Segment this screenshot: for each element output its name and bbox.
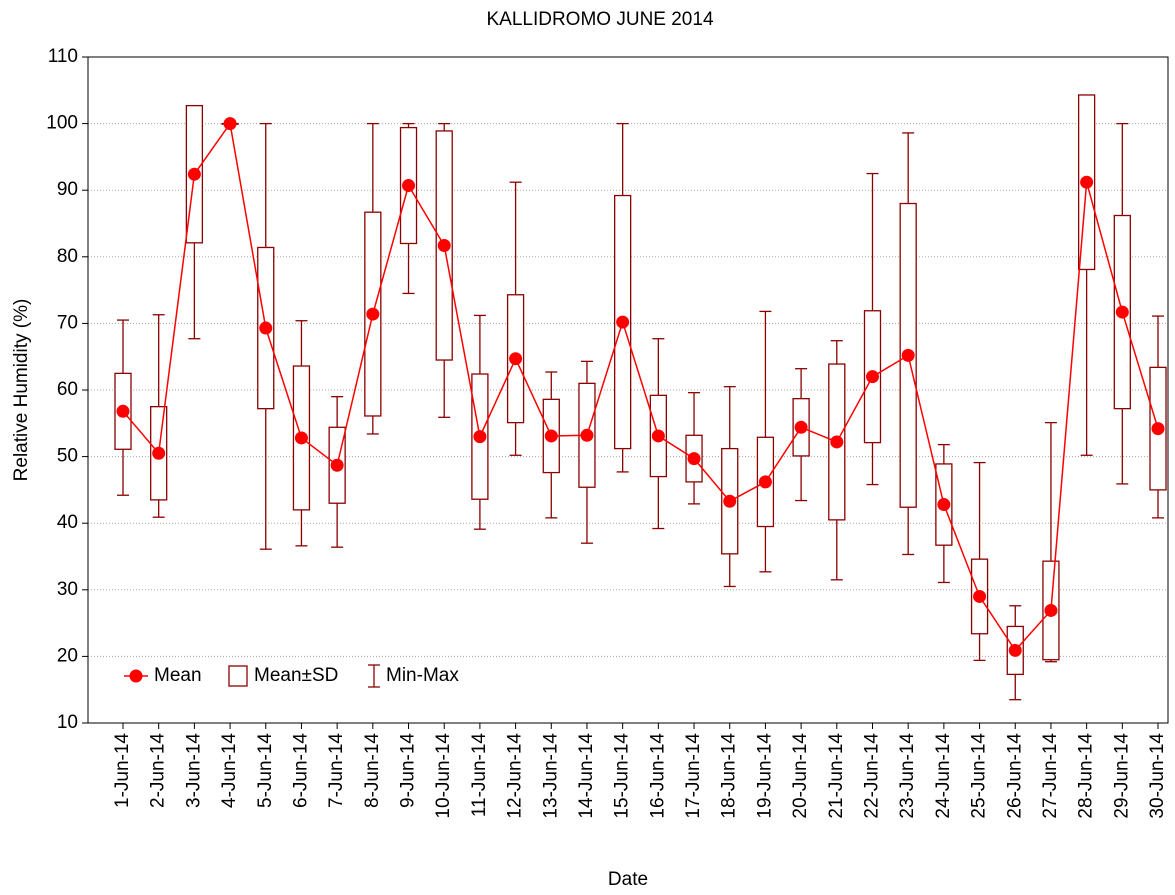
y-tick-label: 20 bbox=[57, 645, 78, 666]
x-tick-label: 9-Jun-14 bbox=[398, 733, 419, 808]
x-tick-label: 30-Jun-14 bbox=[1147, 733, 1168, 819]
mean-dot bbox=[294, 431, 308, 445]
mean-dot bbox=[794, 420, 808, 434]
mean-dot bbox=[223, 117, 237, 131]
legend-label: Mean bbox=[154, 665, 202, 686]
legend-dot bbox=[129, 669, 143, 683]
x-tick-label: 2-Jun-14 bbox=[148, 733, 169, 808]
plot-frame bbox=[87, 56, 1169, 724]
mean-dot bbox=[259, 321, 273, 335]
mean-dot bbox=[1151, 422, 1165, 436]
mean-dot bbox=[473, 430, 487, 444]
mean-dot bbox=[366, 307, 380, 321]
mean-dot bbox=[830, 435, 844, 449]
mean-dot bbox=[580, 428, 594, 442]
x-tick-label: 20-Jun-14 bbox=[790, 733, 811, 819]
legend-label: Mean±SD bbox=[254, 665, 338, 686]
mean-dot bbox=[1044, 603, 1058, 617]
mean-dot bbox=[651, 429, 665, 443]
x-tick-label: 18-Jun-14 bbox=[719, 733, 740, 819]
mean-dot bbox=[937, 498, 951, 512]
mean-dot bbox=[865, 370, 879, 384]
y-tick-label: 100 bbox=[46, 113, 78, 134]
x-tick-label: 28-Jun-14 bbox=[1076, 733, 1097, 819]
chart-title: KALLIDROMO JUNE 2014 bbox=[486, 9, 713, 30]
y-tick-label: 60 bbox=[57, 379, 78, 400]
x-tick-label: 22-Jun-14 bbox=[862, 733, 883, 819]
mean-dot bbox=[1008, 643, 1022, 657]
x-tick-label: 23-Jun-14 bbox=[897, 733, 918, 819]
x-tick-label: 6-Jun-14 bbox=[290, 733, 311, 808]
mean-line bbox=[122, 121, 1159, 652]
mean-dot bbox=[544, 429, 558, 443]
mean-dot bbox=[616, 315, 630, 329]
y-tick-label: 110 bbox=[48, 46, 78, 67]
x-tick-label: 8-Jun-14 bbox=[362, 733, 383, 808]
y-tick-label: 80 bbox=[57, 246, 78, 267]
mean-dot bbox=[509, 352, 523, 366]
x-tick-label: 5-Jun-14 bbox=[255, 733, 276, 808]
x-axis-label: Date bbox=[608, 869, 648, 890]
x-tick-label: 10-Jun-14 bbox=[433, 733, 454, 819]
x-tick-label: 11-Jun-14 bbox=[469, 733, 490, 818]
mean-dot bbox=[402, 179, 416, 193]
x-tick-label: 15-Jun-14 bbox=[612, 733, 633, 819]
mean-dot bbox=[330, 458, 344, 472]
x-tick-label: 19-Jun-14 bbox=[754, 733, 775, 819]
x-tick-label: 27-Jun-14 bbox=[1040, 733, 1061, 819]
legend-label: Min-Max bbox=[386, 665, 459, 686]
x-tick-label: 14-Jun-14 bbox=[576, 733, 597, 819]
x-tick-label: 13-Jun-14 bbox=[540, 733, 561, 819]
x-tick-label: 24-Jun-14 bbox=[933, 733, 954, 819]
legend-box bbox=[228, 665, 248, 687]
x-tick-label: 1-Jun-14 bbox=[112, 733, 133, 808]
y-tick-label: 30 bbox=[57, 579, 78, 600]
mean-dot bbox=[116, 404, 130, 418]
x-tick-label: 17-Jun-14 bbox=[683, 733, 704, 819]
mean-dot bbox=[1115, 305, 1129, 319]
x-tick-label: 21-Jun-14 bbox=[826, 733, 847, 819]
y-tick-label: 90 bbox=[57, 179, 78, 200]
x-tick-label: 25-Jun-14 bbox=[969, 733, 990, 819]
x-tick-label: 7-Jun-14 bbox=[326, 733, 347, 808]
x-tick-label: 26-Jun-14 bbox=[1004, 733, 1025, 819]
y-tick-label: 70 bbox=[57, 312, 78, 333]
mean-dot bbox=[187, 167, 201, 181]
mean-dot bbox=[723, 494, 737, 508]
mean-dot bbox=[687, 452, 701, 466]
y-tick-label: 50 bbox=[57, 446, 78, 467]
mean-dot bbox=[152, 446, 166, 460]
y-tick-label: 10 bbox=[57, 712, 78, 733]
mean-dot bbox=[901, 348, 915, 362]
mean-dot bbox=[1080, 175, 1094, 189]
x-tick-label: 16-Jun-14 bbox=[647, 733, 668, 819]
x-tick-label: 29-Jun-14 bbox=[1111, 733, 1132, 819]
mean-dot bbox=[437, 238, 451, 252]
mean-dot bbox=[758, 475, 772, 489]
mean-dot bbox=[973, 589, 987, 603]
y-tick-label: 40 bbox=[57, 512, 78, 533]
x-tick-label: 12-Jun-14 bbox=[505, 733, 526, 819]
x-tick-label: 3-Jun-14 bbox=[183, 733, 204, 808]
y-axis-label: Relative Humidity (%) bbox=[11, 299, 32, 482]
x-tick-label: 4-Jun-14 bbox=[219, 733, 240, 808]
